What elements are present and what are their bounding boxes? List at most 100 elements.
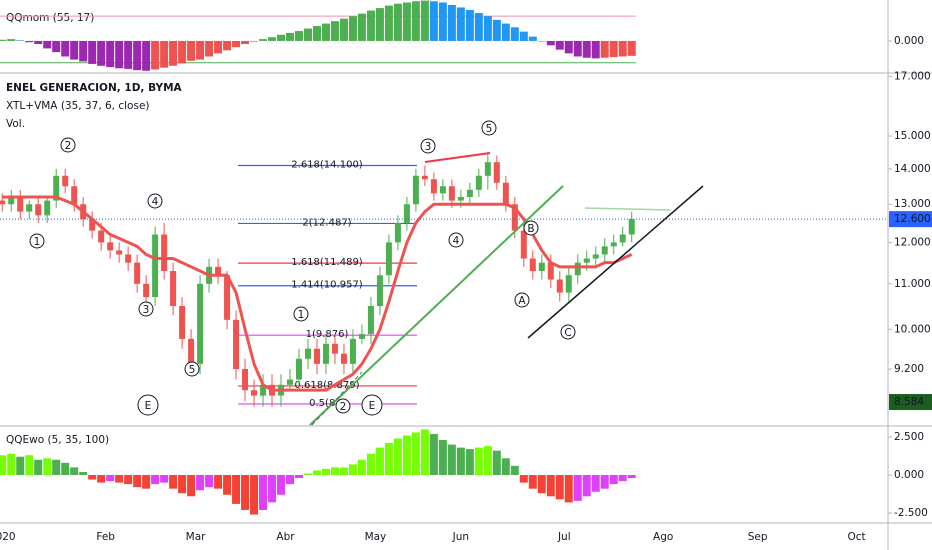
histogram-bar (187, 475, 196, 497)
histogram-bar (268, 475, 277, 503)
candle-body (188, 338, 195, 364)
histogram-bar (70, 467, 79, 475)
candle-body (170, 271, 177, 307)
histogram-bar (465, 9, 474, 41)
trend-line (527, 185, 704, 339)
candle-body (547, 262, 554, 280)
histogram-bar (178, 475, 187, 494)
histogram-bar (591, 40, 600, 59)
histogram-bar (0, 39, 7, 41)
wave-label: 5 (184, 361, 200, 377)
y-tick-label: 15.000 (894, 130, 931, 142)
histogram-bar (402, 435, 411, 475)
candle-body (287, 379, 294, 385)
fib-label: 0.5(8.5 (309, 398, 345, 409)
candle-body (8, 196, 15, 205)
histogram-bar (52, 40, 61, 53)
candle-body (125, 254, 132, 263)
histogram-bar (321, 468, 330, 475)
y-tick-label: 2.500 (894, 431, 924, 443)
wave-circle (448, 232, 464, 248)
candle-body (116, 250, 123, 255)
histogram-bar (501, 23, 510, 41)
histogram-bar (115, 40, 124, 69)
candle-body (197, 283, 204, 364)
wave-label: C (560, 324, 576, 340)
wave-label: A (514, 292, 530, 308)
candle-body (17, 196, 24, 212)
histogram-bar (25, 40, 34, 43)
candle-body (0, 200, 6, 205)
y-tick-label: 9.200 (894, 363, 924, 375)
drawings (309, 152, 704, 426)
histogram-bar (160, 40, 169, 68)
histogram-bar (312, 470, 321, 475)
candle-body (260, 384, 267, 396)
histogram-bar (124, 475, 133, 485)
fib-label: 2.618(14.100) (291, 160, 363, 171)
candle-body (439, 186, 446, 194)
histogram-bar (528, 475, 537, 489)
histogram-bar (582, 40, 591, 58)
histogram-bar (546, 475, 555, 497)
histogram-bar (7, 453, 16, 475)
candle-body (421, 175, 428, 180)
wave-label: 3 (420, 138, 436, 154)
histogram-bar (160, 475, 169, 483)
y-tick-label: 12.000 (894, 236, 931, 248)
y-tick-label: 11.000 (894, 278, 931, 290)
histogram-bar (70, 40, 79, 60)
candle-body (619, 234, 626, 243)
candle-body (484, 162, 491, 176)
wave-text: 4 (152, 196, 159, 208)
wave-text: 4 (453, 235, 460, 247)
histogram-bar (16, 40, 25, 41)
wave-circle (481, 120, 497, 136)
fib-label: 1.414(10.957) (291, 280, 363, 291)
candle-body (304, 348, 311, 359)
x-tick-label: Oct (847, 531, 865, 543)
histogram-bar (456, 447, 465, 475)
candle-body (349, 338, 356, 364)
histogram-bar (483, 16, 492, 41)
trend-line (584, 207, 671, 211)
candle-body (583, 258, 590, 263)
histogram-bar (339, 467, 348, 475)
wave-label: 3 (138, 301, 154, 317)
histogram-bar (303, 28, 312, 41)
y-tick-label: 0.000 (894, 35, 924, 47)
histogram-bar (348, 464, 357, 475)
candle-body (44, 200, 51, 216)
histogram-bar (43, 458, 52, 475)
wave-circle (138, 301, 154, 317)
histogram-bar (627, 40, 636, 56)
histogram-bar (277, 475, 286, 495)
wave-label: 4 (448, 232, 464, 248)
wave-text: B (527, 223, 534, 235)
wave-circle (361, 394, 383, 416)
wave-circle (514, 292, 530, 308)
histogram-bar (277, 34, 286, 41)
indicator-title: Vol. (6, 118, 25, 130)
fib-label: 1.618(11.489) (291, 257, 363, 268)
histogram-bar (537, 40, 546, 42)
histogram-bar (142, 40, 151, 71)
histogram-bar (97, 40, 106, 66)
candle-body (35, 204, 42, 216)
histogram-bar (223, 475, 232, 495)
candle-body (556, 279, 563, 293)
histogram-bar (393, 3, 402, 41)
candle-body (224, 275, 231, 320)
wave-circle (60, 137, 76, 153)
histogram-bar (187, 40, 196, 61)
candle-body (610, 242, 617, 247)
candle-body (143, 283, 150, 298)
histogram-bar (294, 475, 303, 479)
histogram-bar (411, 432, 420, 475)
histogram-bar (294, 31, 303, 41)
y-tick-label: 14.000 (894, 163, 931, 175)
histogram-bar (420, 0, 429, 41)
histogram-bar (519, 31, 528, 41)
histogram-bar (178, 40, 187, 64)
trend-line (424, 152, 491, 163)
